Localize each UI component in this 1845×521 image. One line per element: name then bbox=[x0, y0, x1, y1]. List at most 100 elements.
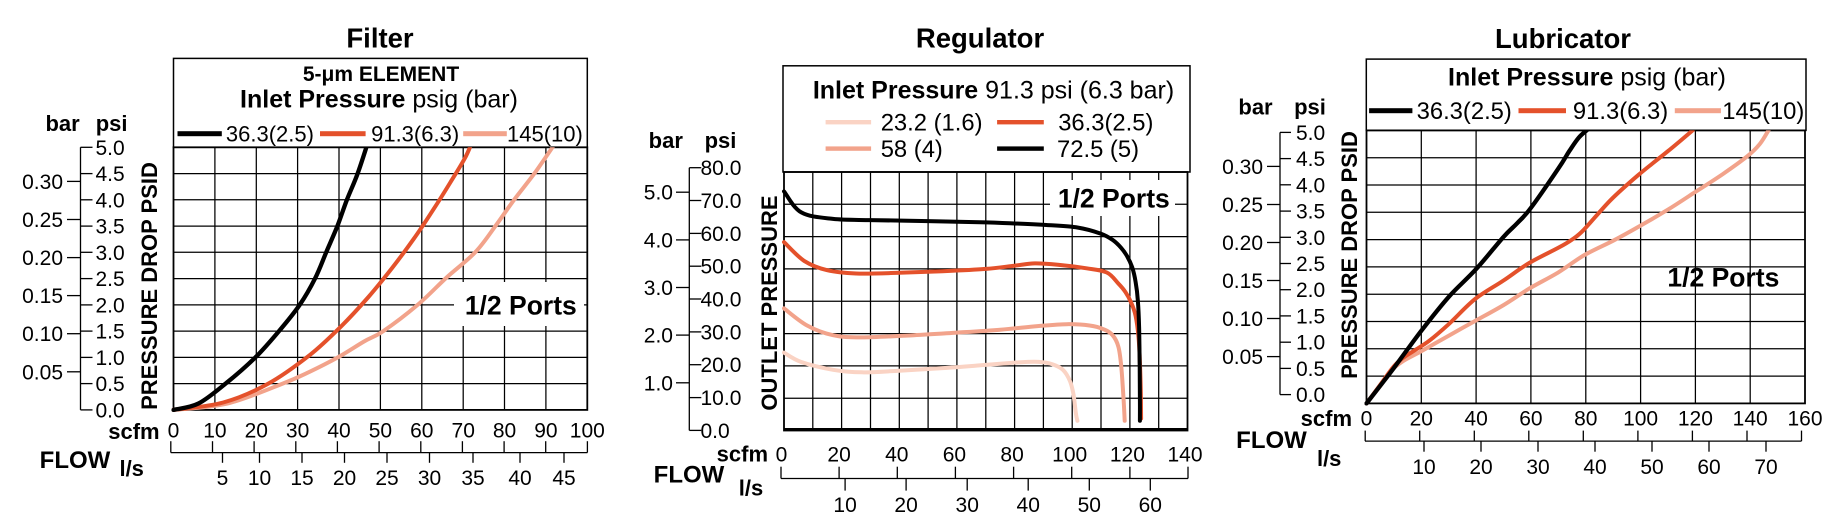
svg-text:80.0: 80.0 bbox=[701, 157, 742, 180]
svg-text:50: 50 bbox=[1078, 494, 1101, 517]
svg-text:l/s: l/s bbox=[119, 456, 143, 481]
svg-text:145(10): 145(10) bbox=[507, 122, 583, 147]
svg-text:Inlet Pressure psig (bar): Inlet Pressure psig (bar) bbox=[1448, 64, 1726, 92]
svg-text:20: 20 bbox=[1469, 456, 1492, 479]
svg-text:45: 45 bbox=[552, 467, 575, 490]
svg-text:120: 120 bbox=[1678, 408, 1713, 431]
svg-text:5.0: 5.0 bbox=[644, 182, 673, 205]
svg-text:72.5 (5): 72.5 (5) bbox=[1057, 136, 1139, 163]
svg-text:40: 40 bbox=[1017, 494, 1040, 517]
svg-text:0.25: 0.25 bbox=[22, 209, 63, 232]
svg-text:30: 30 bbox=[956, 494, 979, 517]
svg-text:40: 40 bbox=[885, 444, 908, 467]
svg-text:35: 35 bbox=[461, 467, 484, 490]
svg-text:30.0: 30.0 bbox=[701, 321, 742, 344]
svg-text:140: 140 bbox=[1167, 444, 1202, 467]
svg-text:0.15: 0.15 bbox=[22, 285, 63, 308]
svg-text:0.20: 0.20 bbox=[1222, 232, 1263, 255]
svg-text:psi: psi bbox=[705, 128, 737, 153]
svg-text:Regulator: Regulator bbox=[916, 23, 1045, 54]
svg-text:4.5: 4.5 bbox=[96, 163, 125, 186]
svg-text:10: 10 bbox=[248, 467, 271, 490]
svg-text:36.3(2.5): 36.3(2.5) bbox=[226, 122, 314, 147]
svg-text:80: 80 bbox=[1574, 408, 1597, 431]
svg-text:4.5: 4.5 bbox=[1296, 148, 1325, 171]
svg-text:15: 15 bbox=[290, 467, 313, 490]
svg-text:10: 10 bbox=[1412, 456, 1435, 479]
svg-text:1/2 Ports: 1/2 Ports bbox=[1058, 184, 1170, 214]
svg-text:0: 0 bbox=[776, 444, 788, 467]
svg-text:10: 10 bbox=[203, 420, 226, 443]
svg-text:58 (4): 58 (4) bbox=[881, 136, 943, 163]
svg-text:0.05: 0.05 bbox=[22, 361, 63, 384]
svg-text:4.0: 4.0 bbox=[1296, 174, 1325, 197]
svg-text:0.0: 0.0 bbox=[1296, 384, 1325, 407]
svg-text:20: 20 bbox=[333, 467, 356, 490]
svg-text:0.10: 0.10 bbox=[1222, 308, 1263, 331]
svg-text:70: 70 bbox=[452, 420, 475, 443]
svg-text:23.2 (1.6): 23.2 (1.6) bbox=[881, 110, 983, 137]
svg-text:60: 60 bbox=[943, 444, 966, 467]
svg-text:20: 20 bbox=[894, 494, 917, 517]
svg-text:40: 40 bbox=[508, 467, 531, 490]
svg-text:60: 60 bbox=[1139, 494, 1162, 517]
svg-text:50.0: 50.0 bbox=[701, 256, 742, 279]
svg-text:0.15: 0.15 bbox=[1222, 270, 1263, 293]
svg-text:70.0: 70.0 bbox=[701, 190, 742, 213]
svg-text:1.0: 1.0 bbox=[644, 372, 673, 395]
svg-text:40: 40 bbox=[1583, 456, 1606, 479]
svg-text:bar: bar bbox=[649, 128, 684, 153]
svg-text:80: 80 bbox=[493, 420, 516, 443]
svg-text:10.0: 10.0 bbox=[701, 387, 742, 410]
svg-text:10: 10 bbox=[833, 494, 856, 517]
svg-text:2.0: 2.0 bbox=[96, 294, 125, 317]
svg-text:1.0: 1.0 bbox=[1296, 332, 1325, 355]
svg-text:140: 140 bbox=[1733, 408, 1768, 431]
svg-text:0: 0 bbox=[1361, 408, 1373, 431]
svg-text:2.0: 2.0 bbox=[644, 325, 673, 348]
svg-text:3.5: 3.5 bbox=[96, 216, 125, 239]
svg-text:Lubricator: Lubricator bbox=[1495, 23, 1631, 54]
svg-text:60: 60 bbox=[1697, 456, 1720, 479]
svg-text:40.0: 40.0 bbox=[701, 289, 742, 312]
svg-text:bar: bar bbox=[45, 111, 80, 136]
svg-text:1.5: 1.5 bbox=[1296, 305, 1325, 328]
svg-text:Inlet Pressure 91.3 psi (6.3 b: Inlet Pressure 91.3 psi (6.3 bar) bbox=[813, 76, 1174, 104]
svg-text:psi: psi bbox=[1294, 95, 1326, 120]
svg-text:5-μm ELEMENT: 5-μm ELEMENT bbox=[303, 63, 460, 86]
svg-text:0.05: 0.05 bbox=[1222, 346, 1263, 369]
svg-text:1/2 Ports: 1/2 Ports bbox=[465, 291, 577, 321]
svg-text:3.5: 3.5 bbox=[1296, 201, 1325, 224]
svg-text:l/s: l/s bbox=[1317, 446, 1341, 471]
svg-text:4.0: 4.0 bbox=[96, 189, 125, 212]
svg-text:40: 40 bbox=[327, 420, 350, 443]
svg-text:5: 5 bbox=[217, 467, 229, 490]
svg-text:5.0: 5.0 bbox=[1296, 122, 1325, 145]
svg-text:0.0: 0.0 bbox=[96, 399, 125, 422]
svg-text:bar: bar bbox=[1238, 95, 1273, 120]
svg-text:20: 20 bbox=[1410, 408, 1433, 431]
svg-text:OUTLET PRESSURE: OUTLET PRESSURE bbox=[757, 195, 782, 410]
svg-text:60: 60 bbox=[410, 420, 433, 443]
svg-text:1/2 Ports: 1/2 Ports bbox=[1667, 263, 1779, 293]
svg-text:20: 20 bbox=[245, 420, 268, 443]
svg-text:50: 50 bbox=[1640, 456, 1663, 479]
svg-text:0.25: 0.25 bbox=[1222, 194, 1263, 217]
svg-text:40: 40 bbox=[1464, 408, 1487, 431]
svg-text:100: 100 bbox=[1052, 444, 1087, 467]
svg-text:30: 30 bbox=[418, 467, 441, 490]
svg-text:FLOW: FLOW bbox=[654, 461, 725, 488]
svg-text:0.5: 0.5 bbox=[96, 373, 125, 396]
svg-text:Filter: Filter bbox=[346, 23, 414, 54]
svg-text:100: 100 bbox=[1623, 408, 1658, 431]
svg-text:5.0: 5.0 bbox=[96, 137, 125, 160]
svg-text:0.10: 0.10 bbox=[22, 323, 63, 346]
svg-text:100: 100 bbox=[570, 420, 605, 443]
svg-text:1.5: 1.5 bbox=[96, 321, 125, 344]
svg-text:90: 90 bbox=[534, 420, 557, 443]
svg-text:3.0: 3.0 bbox=[644, 277, 673, 300]
svg-text:36.3(2.5): 36.3(2.5) bbox=[1058, 110, 1153, 137]
svg-text:0.30: 0.30 bbox=[22, 171, 63, 194]
svg-text:scfm: scfm bbox=[1301, 406, 1352, 431]
svg-text:25: 25 bbox=[375, 467, 398, 490]
